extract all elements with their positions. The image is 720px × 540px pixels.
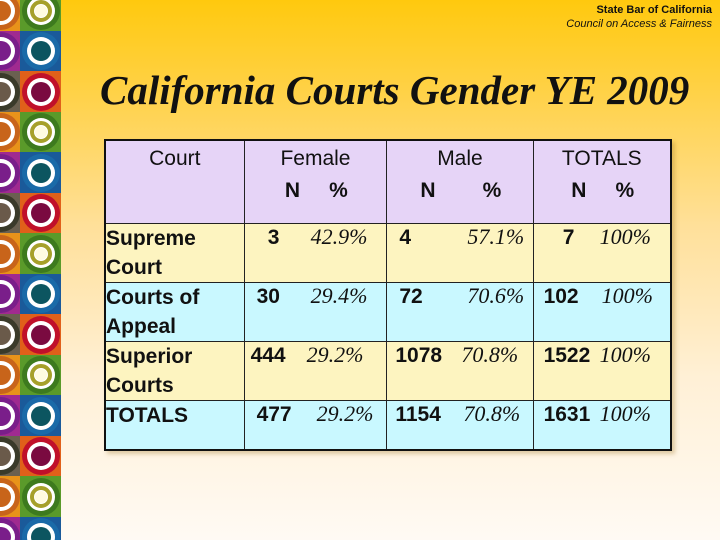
decor-tile-row — [0, 273, 61, 315]
female-pct: 42.9% — [310, 224, 368, 249]
header-court: Court — [104, 139, 245, 224]
total-n: 1522 — [543, 344, 591, 367]
decor-tile-row — [0, 314, 61, 355]
organization-header: State Bar of California Council on Acces… — [566, 3, 712, 31]
male-n: 1154 — [395, 403, 441, 426]
total-pct: 100% — [599, 224, 651, 249]
total-pct: 100% — [599, 401, 651, 426]
male-n: 4 — [399, 226, 412, 249]
decor-tile-row — [0, 435, 61, 477]
decor-tile-row — [0, 30, 61, 72]
table-header-row: Court Female N% Male N% TOTALS N% — [104, 139, 672, 224]
female-pct: 29.2% — [306, 342, 364, 367]
male-n: 72 — [399, 285, 423, 308]
female-cell: 444 29.2% — [243, 341, 388, 401]
total-pct: 100% — [601, 283, 653, 308]
total-n: 7 — [562, 226, 575, 249]
male-pct: 57.1% — [467, 224, 525, 249]
header-totals: TOTALS N% — [532, 139, 672, 224]
decor-tile-row — [0, 354, 61, 396]
male-pct: 70.8% — [461, 342, 519, 367]
gender-table: Court Female N% Male N% TOTALS N% Suprem… — [104, 139, 672, 451]
totals-cell: 1522 100% — [532, 341, 672, 401]
table-row: Superior Courts 444 29.2% 1078 70.8% 1522 1… — [104, 341, 672, 401]
table-row: Courts of Appeal 30 29.4% 72 70.6% 102 100% — [104, 282, 672, 342]
court-name: Supreme Court — [104, 223, 245, 283]
female-n: 3 — [267, 226, 280, 249]
male-pct: 70.6% — [467, 283, 525, 308]
decor-tile-row — [0, 233, 61, 274]
male-pct: 70.8% — [463, 401, 521, 426]
male-cell: 1154 70.8% — [386, 400, 534, 451]
male-cell: 72 70.6% — [386, 282, 534, 342]
header-male: Male N% — [386, 139, 534, 224]
female-pct: 29.2% — [316, 401, 374, 426]
female-pct: 29.4% — [310, 283, 368, 308]
total-n: 102 — [543, 285, 579, 308]
table-row: TOTALS 477 29.2% 1154 70.8% 1631 100% — [104, 400, 672, 451]
decor-tile-row — [0, 476, 61, 517]
female-cell: 477 29.2% — [243, 400, 388, 451]
female-n: 477 — [256, 403, 292, 426]
decor-tile-row — [0, 111, 61, 153]
council-name: Council on Access & Fairness — [566, 18, 712, 30]
decor-tile-row — [0, 0, 61, 31]
male-n: 1078 — [395, 344, 443, 367]
organization-name: State Bar of California — [596, 4, 712, 16]
decor-tile-row — [0, 395, 61, 436]
table-row: Supreme Court 3 42.9% 4 57.1% 7 100% — [104, 223, 672, 283]
male-cell: 4 57.1% — [386, 223, 534, 283]
totals-cell: 7 100% — [532, 223, 672, 283]
total-pct: 100% — [599, 342, 651, 367]
court-name: Courts of Appeal — [104, 282, 245, 342]
totals-cell: 102 100% — [532, 282, 672, 342]
decor-tile-row — [0, 516, 61, 540]
total-n: 1631 — [543, 403, 591, 426]
female-n: 444 — [250, 344, 286, 367]
totals-cell: 1631 100% — [532, 400, 672, 451]
decor-tile-row — [0, 152, 61, 193]
slide-title: California Courts Gender YE 2009 — [100, 67, 690, 113]
header-female: Female N% — [243, 139, 388, 224]
decor-tile-row — [0, 71, 61, 112]
female-n: 30 — [256, 285, 280, 308]
decor-tile-row — [0, 192, 61, 234]
decorative-sidebar — [0, 0, 61, 540]
female-cell: 30 29.4% — [243, 282, 388, 342]
court-name: TOTALS — [104, 400, 245, 451]
court-name: Superior Courts — [104, 341, 245, 401]
male-cell: 1078 70.8% — [386, 341, 534, 401]
female-cell: 3 42.9% — [243, 223, 388, 283]
